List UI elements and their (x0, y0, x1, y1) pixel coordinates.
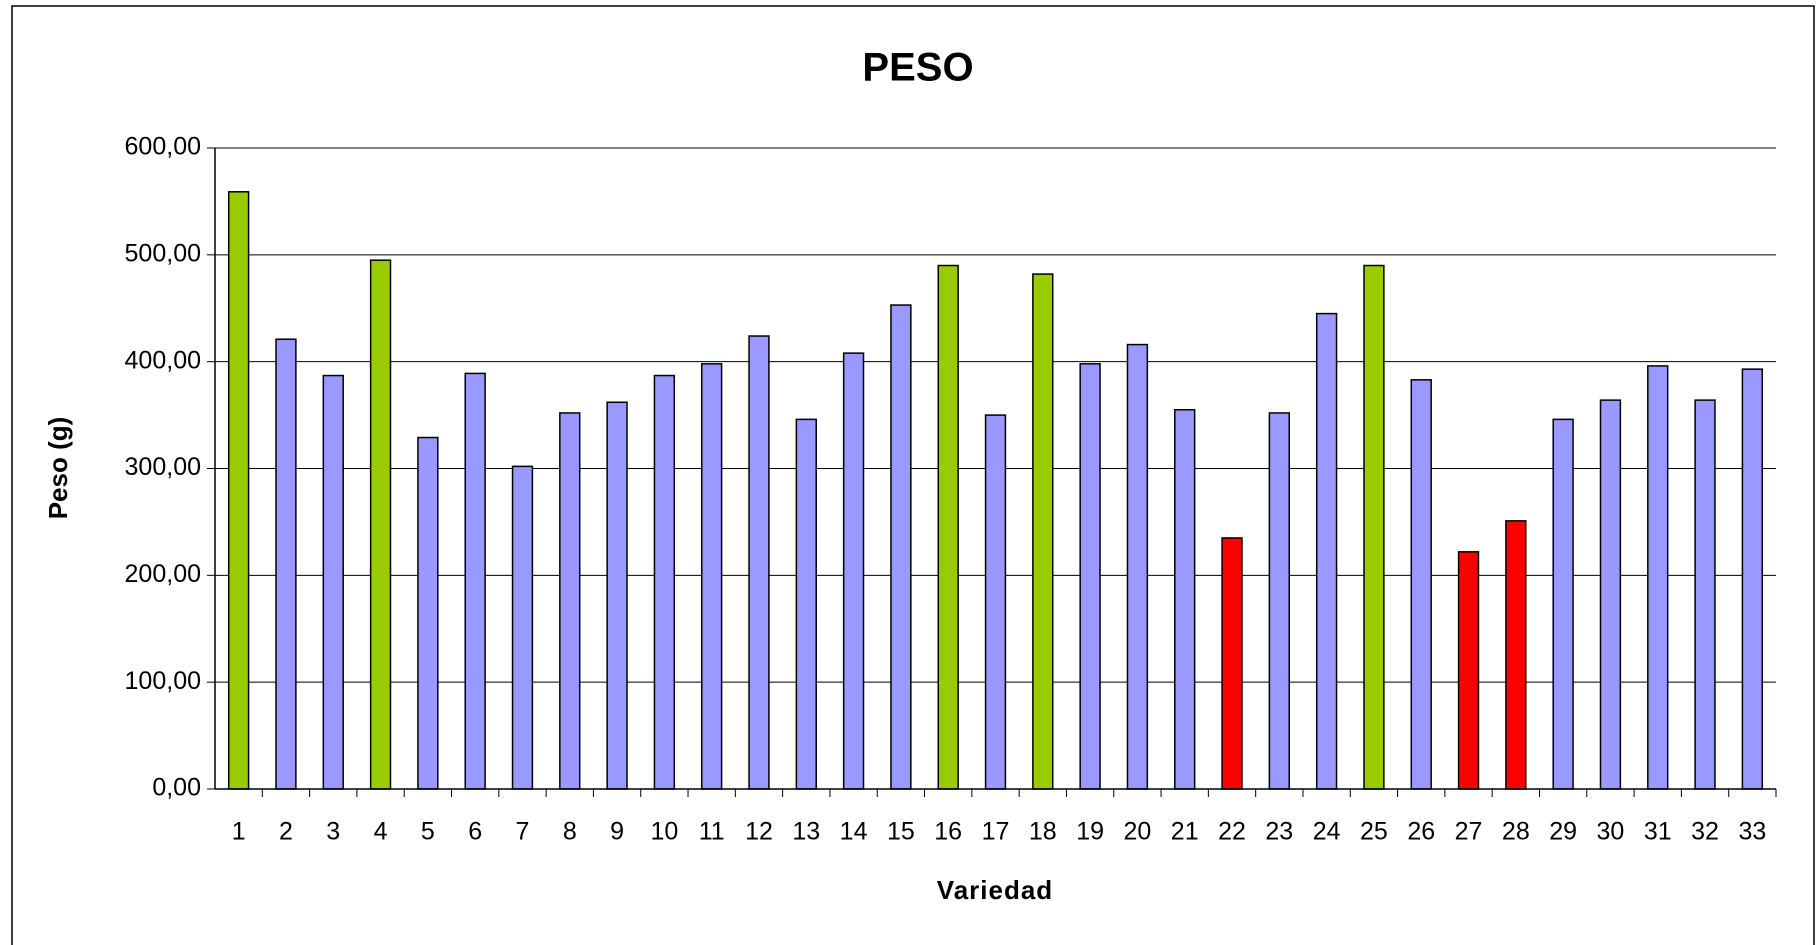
bar (653, 374, 676, 790)
bar (606, 401, 628, 790)
bar (1126, 343, 1149, 790)
x-tick-label: 25 (1360, 818, 1388, 846)
x-tick-label: 18 (1029, 818, 1057, 846)
y-axis-title: Peso (g) (43, 417, 73, 520)
x-tick-label: 13 (792, 818, 820, 846)
bar (1647, 365, 1669, 790)
x-tick-label: 2 (279, 818, 293, 846)
y-tick-label: 200,00 (125, 560, 201, 588)
x-tick-label: 24 (1313, 818, 1341, 846)
bar (1032, 273, 1054, 790)
x-tick-label: 5 (421, 818, 435, 846)
y-tick-label: 100,00 (125, 667, 201, 695)
x-tick-label: 33 (1738, 818, 1766, 846)
x-tick-label: 1 (232, 818, 246, 846)
x-tick-label: 6 (468, 818, 482, 846)
x-axis-title: Variedad (937, 875, 1053, 905)
x-tick-label: 7 (516, 818, 530, 846)
x-tick-label: 14 (840, 818, 868, 846)
y-tick-label: 0,00 (152, 774, 201, 802)
y-tick-label: 500,00 (125, 239, 201, 267)
bar (1363, 264, 1385, 790)
bar (1174, 408, 1196, 790)
y-tick-label: 400,00 (125, 346, 201, 374)
bar (1694, 399, 1716, 790)
x-tick-label: 20 (1124, 818, 1152, 846)
bar (1505, 520, 1527, 790)
bar (1268, 412, 1291, 790)
x-tick-label: 16 (934, 818, 962, 846)
bar (1079, 363, 1101, 790)
bar (1457, 551, 1480, 790)
bar (1315, 312, 1338, 790)
bar (795, 418, 817, 790)
x-tick-label: 4 (374, 818, 388, 846)
x-tick-label: 11 (699, 818, 725, 846)
bar (369, 259, 392, 790)
bar (1221, 537, 1243, 790)
bar (227, 191, 250, 790)
y-tick-label: 600,00 (125, 133, 201, 161)
y-tick-label: 300,00 (125, 453, 201, 481)
bar (417, 436, 439, 790)
x-tick-label: 12 (745, 818, 773, 846)
x-tick-label: 17 (982, 818, 1010, 846)
bar (559, 412, 581, 790)
bar (464, 372, 486, 790)
x-tick-label: 27 (1455, 818, 1483, 846)
x-tick-label: 8 (563, 818, 577, 846)
chart-title: PESO (862, 46, 973, 90)
bar (890, 304, 912, 790)
x-tick-label: 28 (1502, 818, 1530, 846)
x-tick-label: 19 (1076, 818, 1104, 846)
x-tick-label: 15 (887, 818, 915, 846)
bar (937, 264, 959, 790)
bar (1741, 368, 1764, 790)
x-tick-label: 30 (1597, 818, 1625, 846)
bar (322, 374, 344, 790)
bar (842, 352, 865, 790)
x-tick-label: 22 (1218, 818, 1246, 846)
bar (700, 363, 723, 790)
x-tick-label: 3 (326, 818, 340, 846)
bar (748, 335, 770, 790)
x-tick-label: 10 (650, 818, 678, 846)
x-tick-label: 32 (1691, 818, 1719, 846)
bar (275, 338, 297, 790)
x-tick-label: 31 (1644, 818, 1672, 846)
bar (1599, 399, 1622, 790)
x-tick-label: 9 (610, 818, 624, 846)
bar (984, 414, 1007, 790)
x-tick-label: 29 (1549, 818, 1577, 846)
bar (1410, 379, 1432, 790)
x-tick-label: 26 (1407, 818, 1435, 846)
chart-frame (11, 5, 1815, 945)
x-tick-label: 21 (1171, 818, 1199, 846)
bar (511, 465, 534, 790)
x-tick-label: 23 (1265, 818, 1293, 846)
bar (1552, 418, 1574, 790)
